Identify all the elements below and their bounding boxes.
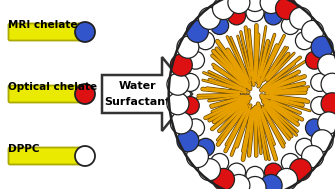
Circle shape [75,22,95,42]
Circle shape [260,0,282,14]
Circle shape [187,51,204,69]
Circle shape [302,146,324,168]
Circle shape [302,20,324,43]
Circle shape [167,93,189,115]
Circle shape [186,146,208,168]
Text: Water: Water [118,81,156,91]
Circle shape [212,0,234,20]
Circle shape [244,0,266,12]
FancyBboxPatch shape [8,23,81,40]
Circle shape [289,159,312,181]
Circle shape [264,163,282,181]
Circle shape [318,54,335,76]
Circle shape [246,166,264,184]
Circle shape [181,97,199,115]
Circle shape [306,51,324,69]
FancyBboxPatch shape [8,147,81,164]
Circle shape [275,0,297,20]
Circle shape [177,36,199,58]
Circle shape [321,73,335,95]
Circle shape [311,36,333,58]
Circle shape [244,177,266,189]
Circle shape [167,73,189,95]
Circle shape [311,97,329,115]
Circle shape [311,130,333,152]
Circle shape [186,20,208,43]
Circle shape [318,112,335,134]
Circle shape [227,163,246,181]
Text: Surfactant: Surfactant [104,97,170,107]
Circle shape [228,0,250,14]
Circle shape [295,32,314,50]
Circle shape [311,73,329,91]
Text: Optical chelate: Optical chelate [8,82,97,92]
Circle shape [170,54,192,76]
Circle shape [281,153,299,171]
Circle shape [75,146,95,166]
Circle shape [181,73,199,91]
Circle shape [275,168,297,189]
Circle shape [198,7,220,29]
Circle shape [75,84,95,104]
Circle shape [260,174,282,189]
Circle shape [227,7,246,25]
Text: DPPC: DPPC [8,144,40,154]
Circle shape [197,32,215,50]
Circle shape [170,112,192,134]
Circle shape [246,4,264,22]
Circle shape [212,168,234,189]
Circle shape [177,130,199,152]
Circle shape [228,174,250,189]
Circle shape [211,153,229,171]
Circle shape [295,138,314,156]
Circle shape [321,93,335,115]
FancyBboxPatch shape [8,85,81,102]
Circle shape [289,7,312,29]
Circle shape [211,16,229,35]
Circle shape [187,119,204,137]
Text: MRI chelate: MRI chelate [8,20,77,30]
Polygon shape [102,57,192,131]
Circle shape [306,119,324,137]
Circle shape [264,7,282,25]
Circle shape [197,138,215,156]
Circle shape [198,159,220,181]
Circle shape [281,16,299,35]
